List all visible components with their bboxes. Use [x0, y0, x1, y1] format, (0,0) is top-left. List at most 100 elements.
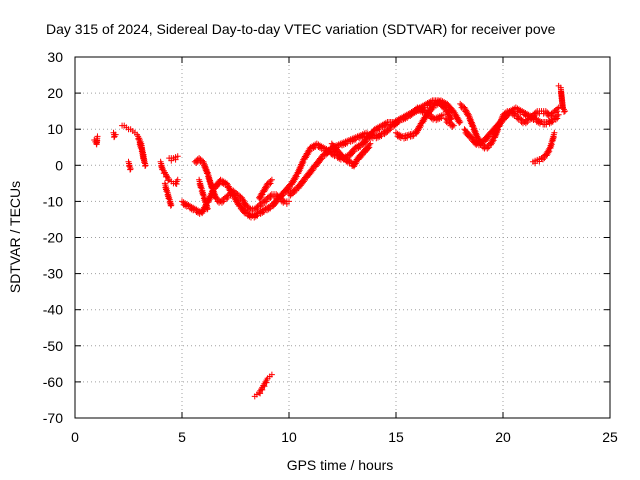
data-point: [286, 198, 292, 205]
data-point: [548, 141, 555, 148]
data-point: [267, 180, 274, 187]
y-axis-title: SDTVAR / TECUs: [7, 181, 23, 293]
data-point: [167, 202, 174, 209]
data-point: [560, 108, 567, 115]
series-segment-16: [442, 115, 457, 130]
data-point: [261, 199, 268, 206]
data-point: [450, 122, 457, 129]
data-point: [142, 162, 149, 169]
y-tick-label: 20: [47, 85, 63, 101]
data-point: [300, 159, 307, 166]
data-point: [545, 149, 552, 156]
data-point: [365, 145, 372, 152]
data-point: [327, 147, 334, 154]
data-point: [440, 111, 447, 118]
data-point: [168, 202, 175, 209]
data-point: [218, 199, 225, 206]
y-tick-label: 30: [47, 49, 63, 65]
data-point: [273, 199, 280, 206]
data-point: [504, 113, 511, 120]
series-segment-21: [251, 371, 275, 400]
data-point: [395, 119, 402, 126]
series-segment-2: [110, 129, 119, 141]
series-segment-5: [136, 137, 149, 169]
y-tick-label: -40: [43, 302, 63, 318]
series-segment-7: [161, 180, 175, 209]
data-point: [300, 178, 307, 185]
data-point: [259, 386, 266, 393]
data-point: [94, 133, 101, 140]
series-segment-6: [157, 158, 181, 188]
series-segment-4: [125, 158, 134, 173]
y-tick-label: -20: [43, 230, 63, 246]
data-point: [549, 118, 556, 125]
data-point: [532, 160, 539, 167]
data-point: [485, 134, 492, 141]
data-point: [536, 158, 543, 165]
data-point: [268, 371, 275, 378]
data-points: [91, 82, 569, 400]
data-point: [172, 156, 179, 163]
data-point: [376, 125, 383, 132]
data-point: [142, 162, 149, 169]
data-point: [489, 138, 496, 145]
data-point: [344, 140, 351, 147]
x-tick-label: 0: [71, 429, 79, 445]
y-tick-label: 10: [47, 121, 63, 137]
data-point: [551, 129, 558, 136]
data-point: [204, 206, 211, 213]
series-segment-19: [529, 129, 558, 167]
y-tick-label: -70: [43, 410, 63, 426]
data-point: [253, 206, 260, 213]
data-point: [293, 173, 300, 180]
data-point: [417, 123, 424, 130]
series-segment-20: [555, 82, 569, 115]
y-tick-label: -10: [43, 193, 63, 209]
series-segment-12: [256, 176, 275, 202]
data-point: [404, 114, 411, 121]
data-point: [456, 119, 463, 126]
series-segment-11: [196, 176, 211, 213]
data-point: [262, 185, 269, 192]
data-point: [227, 192, 234, 199]
y-tick-label: -60: [43, 374, 63, 390]
data-point: [257, 390, 264, 397]
data-point: [497, 120, 504, 127]
data-point: [173, 181, 180, 188]
x-tick-label: 10: [281, 429, 297, 445]
data-point: [378, 133, 385, 140]
data-point: [165, 177, 172, 184]
series-segment-15: [393, 97, 464, 142]
data-point: [291, 188, 298, 195]
data-point: [490, 137, 497, 144]
data-point: [223, 196, 230, 203]
data-point: [325, 149, 332, 156]
y-tick-label: -30: [43, 266, 63, 282]
data-point: [562, 108, 569, 115]
y-tick-label: -50: [43, 338, 63, 354]
x-tick-label: 15: [388, 429, 404, 445]
data-point: [449, 123, 456, 130]
data-point: [539, 156, 546, 163]
data-point: [139, 152, 146, 159]
x-tick-label: 20: [495, 429, 511, 445]
data-point: [522, 120, 529, 127]
axis-ticks: 0 5 10 15 20 25 -70 -60 -50 -40 -30 -20 -10 0 10 20 30: [43, 49, 618, 445]
data-point: [193, 159, 200, 166]
data-point: [112, 131, 119, 138]
data-point: [318, 156, 325, 163]
data-point: [127, 166, 134, 173]
grid-lines: [75, 57, 610, 418]
data-point: [204, 205, 211, 212]
data-point: [268, 176, 275, 183]
x-tick-label: 5: [178, 429, 186, 445]
series-segment-10: [191, 155, 292, 215]
data-point: [309, 167, 316, 174]
data-point: [246, 206, 253, 213]
series-segment-8: [166, 153, 181, 164]
data-point: [174, 153, 181, 160]
data-point: [555, 111, 562, 118]
data-point: [352, 136, 359, 143]
data-point: [394, 120, 401, 127]
